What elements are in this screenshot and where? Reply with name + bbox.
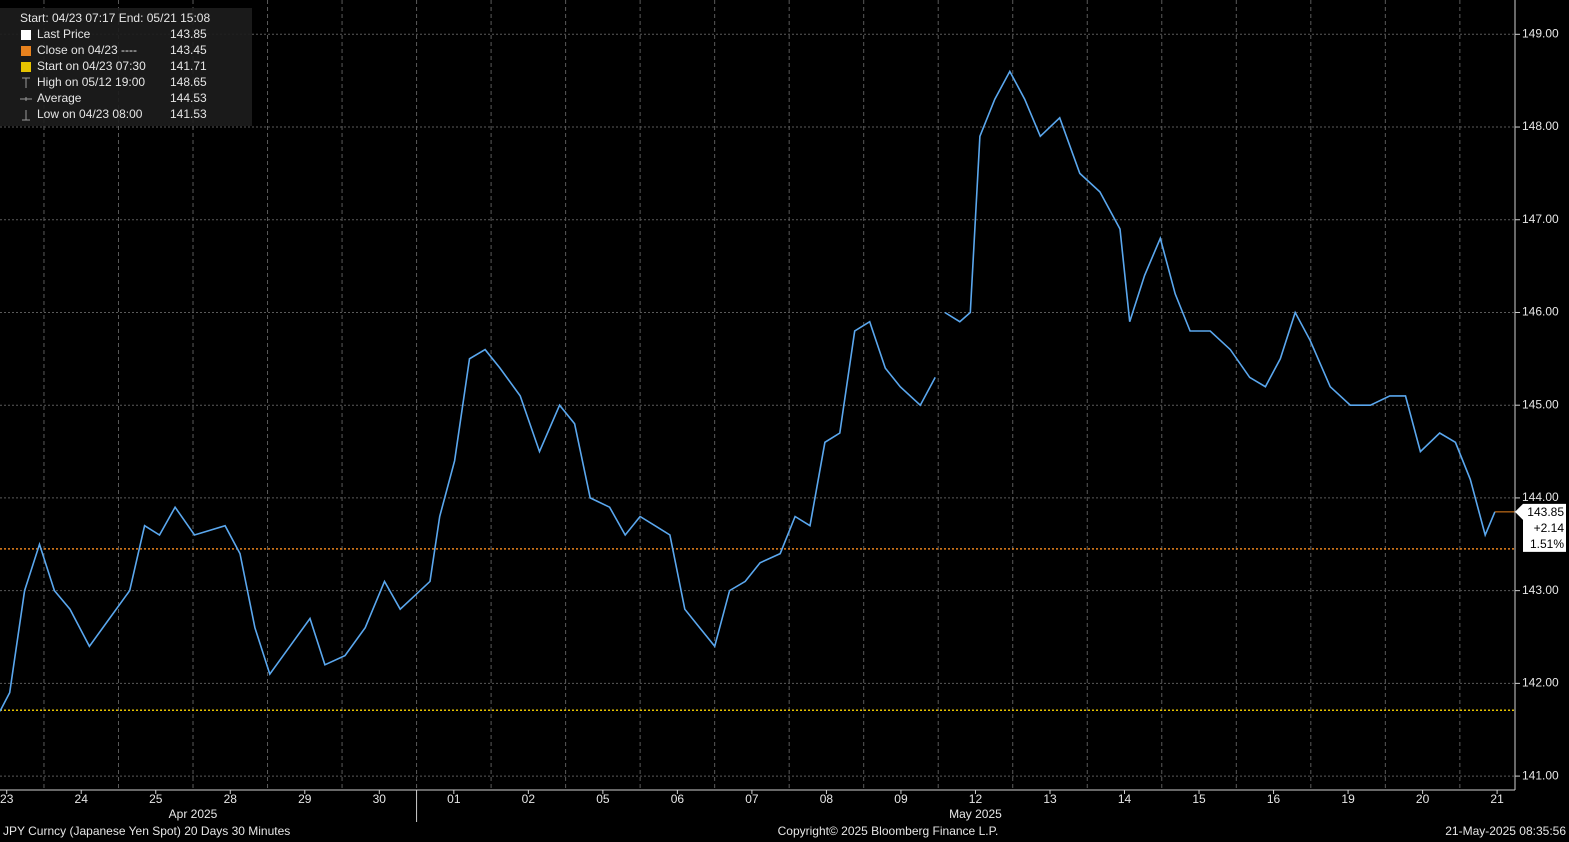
x-tick-label: 24	[75, 792, 89, 806]
x-tick-label: 15	[1192, 792, 1206, 806]
y-tick-label: 144.00	[1522, 490, 1559, 504]
x-tick-label: 02	[522, 792, 536, 806]
footer-center: Copyright© 2025 Bloomberg Finance L.P.	[778, 824, 999, 838]
legend-value: 141.71	[170, 59, 207, 73]
x-tick-label: 06	[671, 792, 685, 806]
y-tick-label: 148.00	[1522, 119, 1559, 133]
month-label: Apr 2025	[169, 807, 218, 821]
axes: 141.00 142.00 143.00 144.00 145.00 146.00 147.…	[0, 26, 1566, 822]
legend-value: 148.65	[170, 75, 207, 89]
y-tick-label: 146.00	[1522, 305, 1559, 319]
y-tick-label: 145.00	[1522, 397, 1559, 411]
x-tick-label: 21	[1490, 792, 1504, 806]
legend-swatch	[21, 46, 31, 56]
x-tick-label: 14	[1118, 792, 1132, 806]
x-tick-label: 16	[1267, 792, 1281, 806]
x-tick-label: 05	[596, 792, 610, 806]
legend-box	[0, 8, 252, 126]
x-tick-label: 19	[1341, 792, 1355, 806]
price-tag-box	[1515, 503, 1566, 552]
grid	[0, 0, 1515, 790]
price-line	[0, 69, 1496, 712]
legend-swatch	[22, 110, 30, 121]
legend-label: High on 05/12 19:00	[37, 75, 145, 89]
legend-swatch	[20, 97, 32, 101]
price-tag-text: 1.51%	[1530, 537, 1564, 551]
legend-label: Low on 04/23 08:00	[37, 107, 143, 121]
y-tick-label: 142.00	[1522, 676, 1559, 690]
legend-swatch	[21, 62, 31, 72]
x-tick-label: 13	[1043, 792, 1057, 806]
legend-value: 144.53	[170, 91, 207, 105]
y-tick-label: 147.00	[1522, 212, 1559, 226]
legend-header: Start: 04/23 07:17 End: 05/21 15:08	[20, 11, 210, 25]
price-tag-text: 143.85	[1527, 505, 1564, 519]
y-tick-label: 149.00	[1522, 26, 1559, 40]
legend-value: 141.53	[170, 107, 207, 121]
x-tick-label: 23	[0, 792, 14, 806]
legend-value: 143.85	[170, 27, 207, 41]
legend-swatch	[21, 30, 31, 40]
legend-label: Average	[37, 91, 82, 105]
x-tick-label: 09	[894, 792, 908, 806]
month-label: May 2025	[949, 807, 1002, 821]
x-tick-label: 28	[224, 792, 238, 806]
x-tick-label: 20	[1416, 792, 1430, 806]
price-tag-text: +2.14	[1534, 521, 1565, 535]
x-tick-label: 12	[969, 792, 983, 806]
legend-label: Close on 04/23 ----	[37, 43, 137, 57]
x-tick-label: 07	[745, 792, 759, 806]
y-tick-label: 143.00	[1522, 583, 1559, 597]
legend-swatch	[22, 77, 30, 88]
footer-left: JPY Curncy (Japanese Yen Spot) 20 Days 3…	[3, 824, 290, 838]
y-tick-label: 141.00	[1522, 768, 1559, 782]
plot	[0, 69, 1515, 712]
legend-label: Start on 04/23 07:30	[37, 59, 146, 73]
legend-value: 143.45	[170, 43, 207, 57]
x-tick-label: 01	[447, 792, 461, 806]
x-tick-label: 25	[149, 792, 163, 806]
x-tick-label: 29	[298, 792, 312, 806]
x-tick-label: 30	[373, 792, 387, 806]
legend: Last Price 143.85 Close on 04/23 ---- 143.4…	[20, 27, 207, 121]
x-tick-label: 08	[820, 792, 834, 806]
footer-right: 21-May-2025 08:35:56	[1445, 824, 1566, 838]
legend-label: Last Price	[37, 27, 91, 41]
